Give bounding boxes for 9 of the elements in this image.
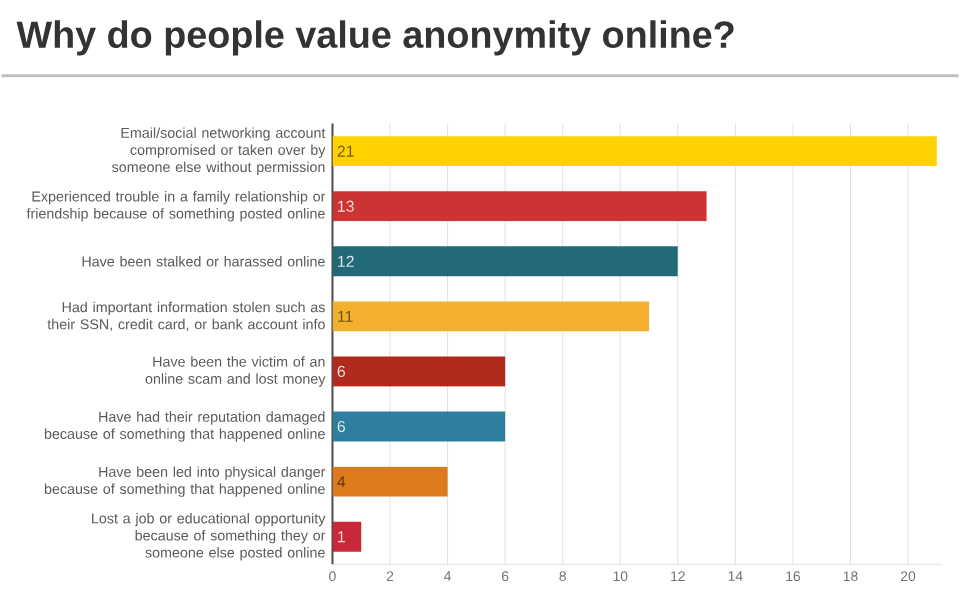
- bar: [332, 521, 362, 552]
- chart-title: Why do people value anonymity online?: [16, 20, 734, 56]
- bar: [332, 411, 506, 442]
- bar: [332, 136, 937, 167]
- bar: [332, 301, 650, 332]
- bar: [332, 466, 448, 497]
- bar: [332, 191, 707, 222]
- bar: [332, 356, 506, 387]
- bar: [332, 246, 678, 277]
